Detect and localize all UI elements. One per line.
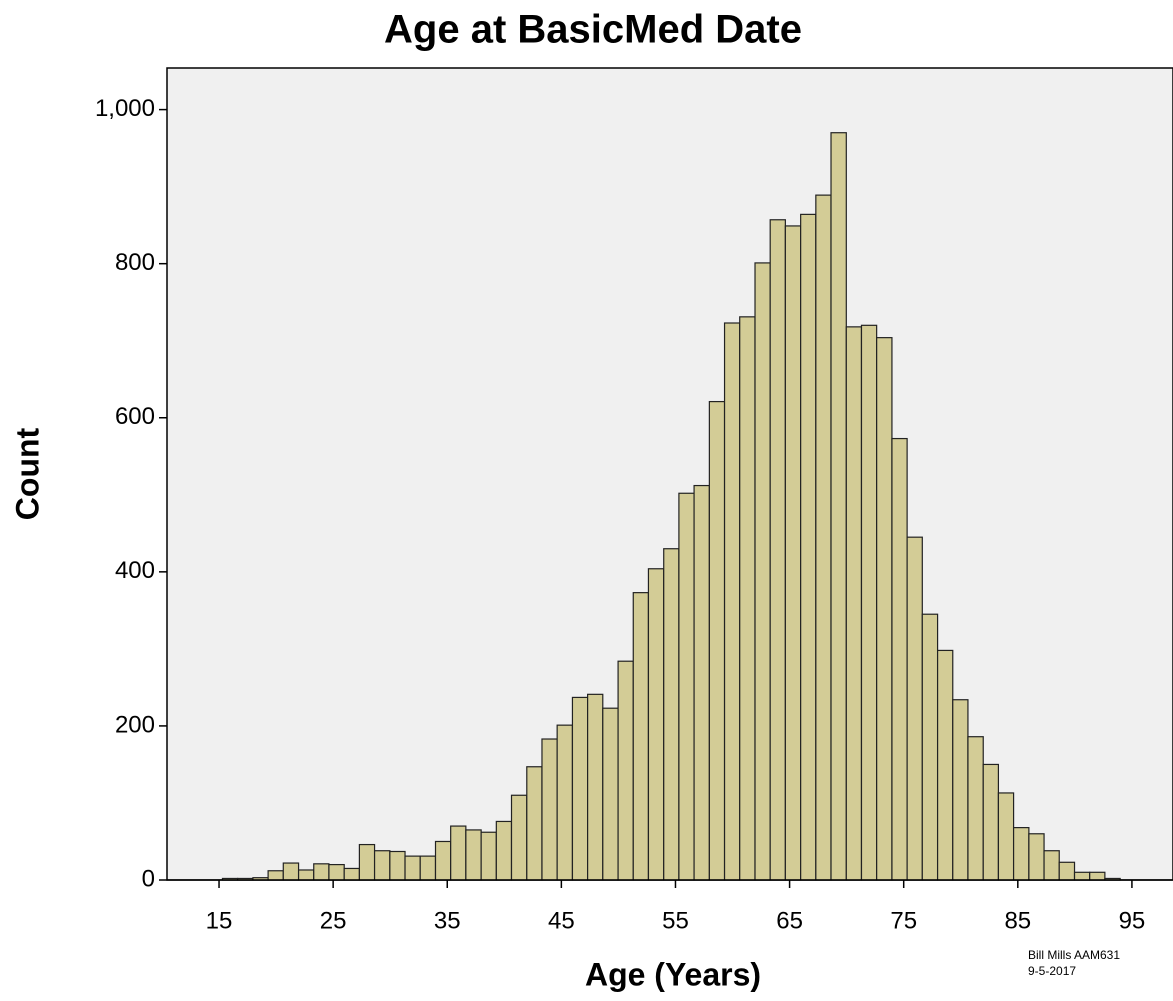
bar — [952, 699, 969, 881]
x-tick-label: 45 — [548, 907, 575, 934]
bar — [495, 820, 513, 881]
bar — [1028, 833, 1045, 881]
bar — [723, 322, 741, 881]
bar — [267, 870, 284, 881]
x-tick-label: 85 — [1004, 907, 1031, 934]
bar — [571, 696, 589, 881]
bar — [617, 660, 634, 881]
y-tick-label: 800 — [115, 249, 155, 276]
bar — [936, 649, 954, 881]
bar — [1073, 871, 1091, 881]
bar — [678, 492, 695, 881]
y-axis-label: Count — [9, 427, 45, 520]
bar — [587, 693, 604, 881]
x-axis-label: Age (Years) — [585, 956, 761, 992]
bar — [754, 262, 771, 881]
bar — [693, 484, 710, 881]
y-tick-label: 200 — [115, 711, 155, 738]
bar — [784, 225, 802, 881]
bar — [282, 862, 300, 881]
annotation: Bill Mills AAM631 — [1028, 948, 1120, 962]
bar — [769, 219, 786, 881]
bar — [450, 825, 467, 881]
x-tick-label: 75 — [890, 907, 917, 934]
bar — [1012, 827, 1030, 881]
x-tick-label: 65 — [776, 907, 803, 934]
bar — [632, 592, 650, 881]
x-tick-label: 15 — [206, 907, 233, 934]
bar — [556, 724, 574, 881]
bar — [419, 855, 437, 881]
bar — [602, 707, 619, 881]
bar — [982, 763, 1000, 881]
bar — [860, 324, 878, 881]
x-tick-label: 55 — [662, 907, 689, 934]
annotation: 9-5-2017 — [1028, 964, 1076, 978]
bar — [800, 213, 817, 881]
bar — [480, 831, 497, 881]
y-tick-label: 600 — [115, 403, 155, 430]
bar — [297, 869, 315, 881]
bar — [328, 863, 345, 881]
bar — [921, 613, 939, 881]
bar — [526, 766, 543, 881]
bar — [358, 843, 376, 881]
bar — [830, 132, 847, 881]
bar — [1043, 850, 1060, 881]
bar — [891, 437, 908, 881]
bar — [343, 867, 360, 881]
bar — [1058, 861, 1076, 881]
y-tick-label: 1,000 — [95, 95, 155, 122]
x-tick-label: 35 — [434, 907, 461, 934]
bar — [815, 194, 832, 881]
bar — [404, 855, 421, 881]
bar — [663, 548, 680, 881]
x-tick-label: 25 — [320, 907, 347, 934]
bar — [708, 400, 726, 881]
bar — [389, 850, 406, 881]
x-tick-label: 95 — [1119, 907, 1146, 934]
bar — [510, 794, 528, 881]
bar — [967, 736, 984, 881]
bar — [876, 337, 893, 881]
bar — [373, 850, 391, 881]
bar — [434, 840, 452, 881]
y-tick-label: 400 — [115, 557, 155, 584]
bar — [465, 829, 482, 881]
bar — [739, 316, 756, 881]
bar — [1089, 871, 1106, 881]
y-tick-label: 0 — [142, 865, 155, 892]
bar — [997, 792, 1015, 881]
bar — [906, 536, 923, 881]
chart-title: Age at BasicMed Date — [384, 8, 802, 52]
bar — [541, 738, 558, 881]
bar — [845, 326, 863, 881]
bar — [313, 863, 330, 881]
bar — [647, 568, 665, 881]
